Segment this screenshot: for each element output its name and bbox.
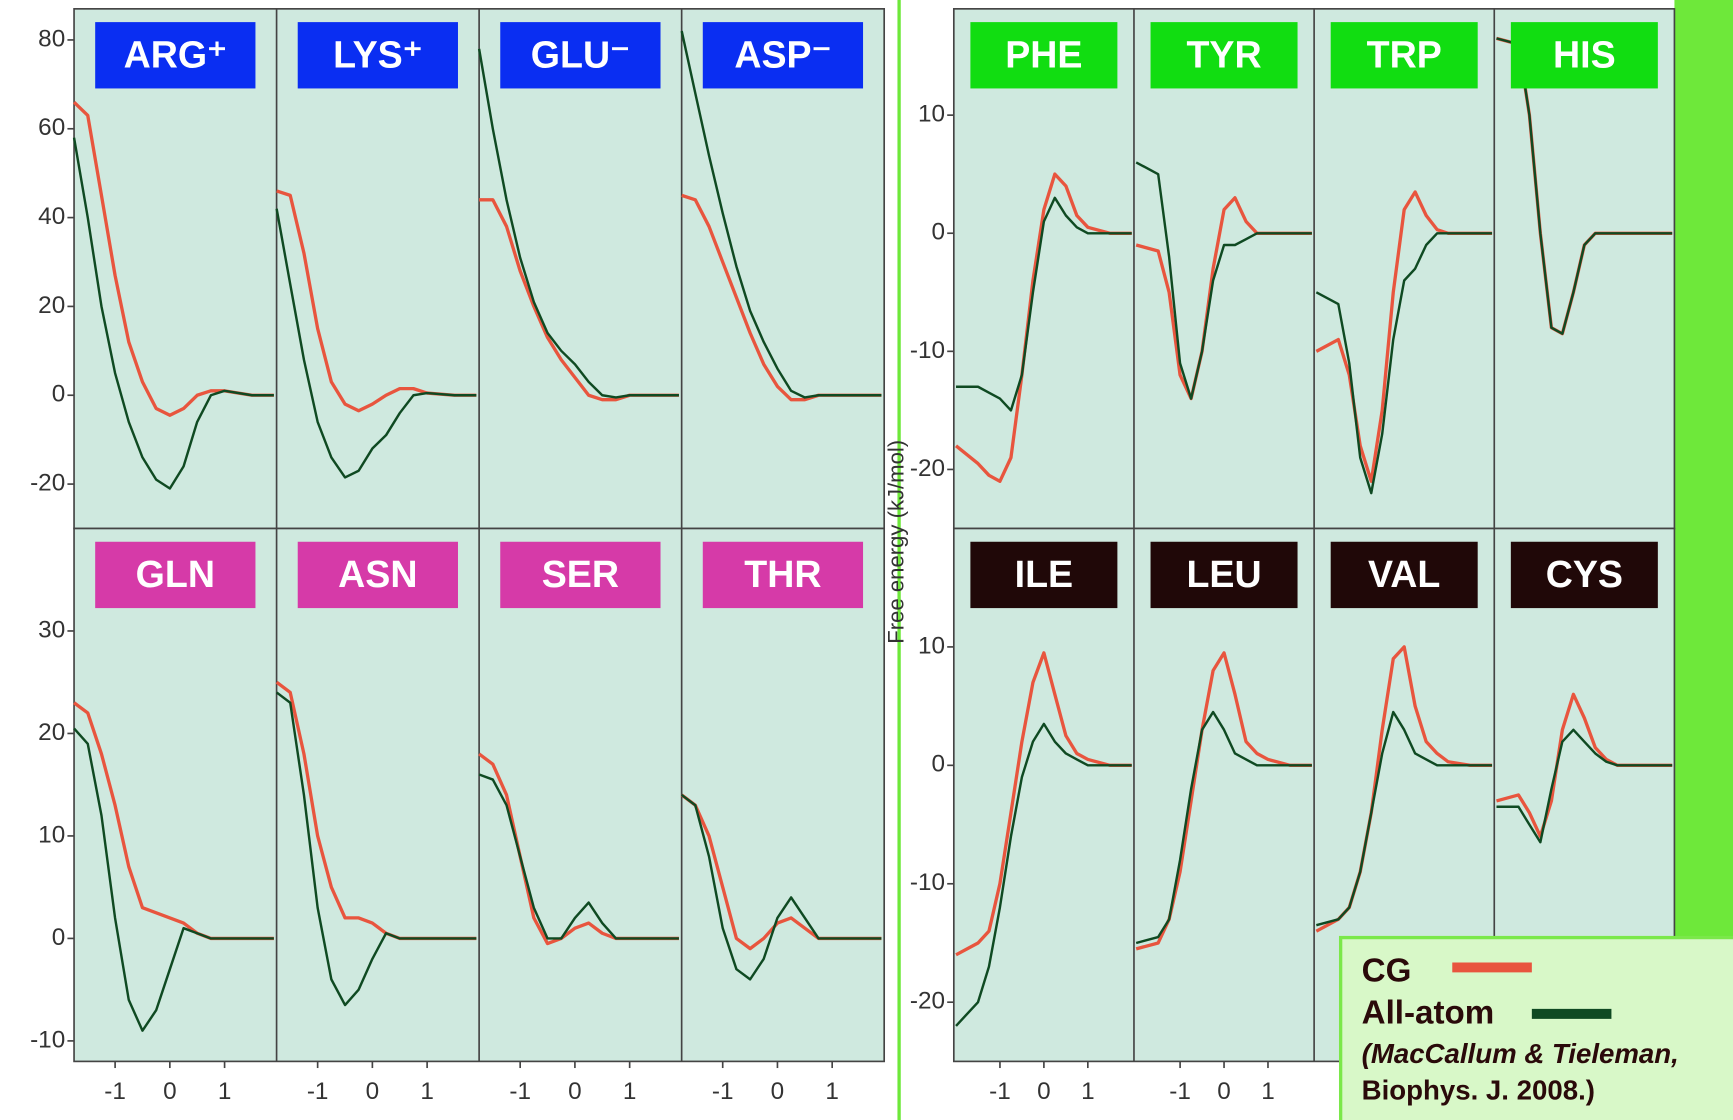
series-line <box>1135 710 1312 945</box>
y-tick-label: -20 <box>910 988 945 1015</box>
y-tick-label: 0 <box>52 924 66 951</box>
panel-label-box <box>95 541 256 609</box>
y-tick-label: 20 <box>38 292 65 319</box>
x-tick-label: -1 <box>509 1078 531 1105</box>
series-line <box>1135 161 1312 400</box>
x-tick-label: 1 <box>623 1078 637 1105</box>
panel-label-box <box>1510 541 1658 609</box>
series-line <box>956 196 1132 412</box>
y-tick-label: -20 <box>910 455 945 482</box>
panel-label: TRP <box>1367 33 1442 75</box>
x-tick-label: -1 <box>989 1078 1011 1105</box>
series-line <box>478 773 679 940</box>
series-line <box>73 727 274 1032</box>
panel-label-box <box>970 541 1118 609</box>
citation: Biophys. J. 2008.) <box>1362 1075 1595 1106</box>
y-tick-label: 0 <box>931 219 945 246</box>
y-tick-label: 80 <box>38 25 65 52</box>
y-tick-label: 10 <box>918 632 945 659</box>
panel-label: GLN <box>136 553 215 595</box>
y-tick-label: 60 <box>38 114 65 141</box>
series-line <box>275 691 477 1007</box>
series-line <box>1315 232 1493 495</box>
panel-label: TYR <box>1186 33 1261 75</box>
x-tick-label: -1 <box>104 1078 126 1105</box>
panel-label-box <box>297 22 458 89</box>
panel-label: SER <box>542 553 619 595</box>
panel-label-box <box>970 22 1118 89</box>
y-tick-label: -10 <box>910 337 945 364</box>
y-tick-label: 0 <box>52 381 66 408</box>
panel-label: THR <box>744 553 821 595</box>
series-line <box>72 137 274 490</box>
panel-label: ILE <box>1015 553 1073 595</box>
y-tick-label: 20 <box>38 719 65 746</box>
y-tick-label: 30 <box>38 616 65 643</box>
panel-label-box <box>1150 541 1298 609</box>
x-tick-label: -1 <box>712 1078 734 1105</box>
x-tick-label: 1 <box>1081 1078 1095 1105</box>
panel-label-box <box>702 22 864 89</box>
series-line <box>955 651 1132 957</box>
panel-label-box <box>1330 22 1478 89</box>
series-line <box>680 30 882 399</box>
x-tick-label: -1 <box>307 1078 329 1105</box>
x-tick-label: 0 <box>163 1078 177 1105</box>
panel-label-box <box>500 541 661 609</box>
citation: (MacCallum & Tieleman, <box>1362 1038 1679 1069</box>
series-line <box>1496 37 1673 335</box>
panel-label: HIS <box>1553 33 1616 75</box>
y-tick-label: 10 <box>38 821 65 848</box>
y-tick-label: -10 <box>30 1026 65 1053</box>
series-line <box>954 172 1132 483</box>
series-line <box>1496 728 1673 844</box>
legend-label: CG <box>1362 953 1412 990</box>
series-line <box>680 793 882 981</box>
x-tick-label: 1 <box>1261 1078 1275 1105</box>
y-tick-label: 40 <box>38 203 65 230</box>
x-tick-label: 0 <box>1217 1078 1231 1105</box>
panel-label: LYS⁺ <box>333 33 422 75</box>
x-tick-label: 0 <box>366 1078 380 1105</box>
panel-label: CYS <box>1546 553 1623 595</box>
panel-label-box <box>297 541 458 609</box>
series-line <box>477 48 679 399</box>
x-tick-label: 1 <box>218 1078 232 1105</box>
panel-label: ASN <box>338 553 417 595</box>
panel-label: PHE <box>1005 33 1082 75</box>
series-line <box>1316 710 1493 927</box>
series-line <box>275 208 477 479</box>
panel-label-box <box>1510 22 1658 89</box>
legend-label: All-atom <box>1362 995 1495 1032</box>
y-tick-label: -20 <box>30 469 65 496</box>
x-tick-label: 0 <box>1037 1078 1051 1105</box>
y-tick-label: 0 <box>931 751 945 778</box>
panel-label-box <box>500 22 661 89</box>
panel-label: ARG⁺ <box>124 33 227 75</box>
x-tick-label: 0 <box>771 1078 785 1105</box>
y-tick-label: -10 <box>910 869 945 896</box>
panel-label-box <box>1330 541 1478 609</box>
panel-label: LEU <box>1186 553 1261 595</box>
y-axis-label: Free energy (kJ/mol) <box>883 440 908 644</box>
y-tick-label: 10 <box>918 101 945 128</box>
panel-label-box <box>95 22 256 89</box>
panel-label: ASP⁻ <box>734 33 831 75</box>
panel-label-box <box>1150 22 1298 89</box>
legend-box <box>1338 935 1733 1120</box>
x-tick-label: 1 <box>825 1078 839 1105</box>
panel-label: GLU⁻ <box>531 33 630 75</box>
x-tick-label: 1 <box>420 1078 434 1105</box>
series-line <box>955 722 1132 1027</box>
panel-label-box <box>702 541 864 609</box>
x-tick-label: 0 <box>568 1078 582 1105</box>
panel-label: VAL <box>1368 553 1440 595</box>
x-tick-label: -1 <box>1169 1078 1191 1105</box>
